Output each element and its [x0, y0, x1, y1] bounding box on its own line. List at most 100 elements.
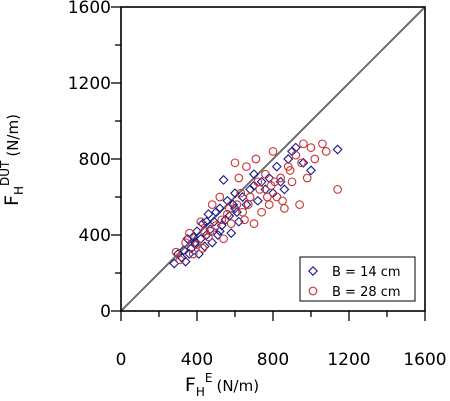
data-point-circle [181, 238, 190, 247]
legend-label: B = 14 cm [332, 265, 401, 280]
data-point-diamond [218, 174, 229, 185]
x-axis-label-sup: E [205, 371, 213, 385]
data-point-diamond [190, 239, 201, 250]
x-axis-label-sub: H [196, 385, 205, 399]
y-axis-label-unit: (N/m) [4, 114, 22, 157]
data-point-diamond [237, 192, 248, 202]
data-point-circle [242, 162, 251, 171]
data-point-diamond [184, 249, 195, 259]
data-point-circle [217, 215, 227, 225]
data-point-diamond [231, 207, 242, 218]
data-point-circle [306, 143, 316, 152]
data-point-circle [264, 200, 274, 209]
y-tick-label: 1600 [68, 0, 111, 18]
data-point-diamond [241, 199, 252, 210]
series-1 [169, 142, 343, 269]
data-point-circle [295, 200, 304, 209]
data-point-diamond [201, 216, 212, 227]
data-point-circle [280, 204, 289, 213]
data-point-diamond [203, 209, 214, 220]
data-point-diamond [193, 249, 204, 259]
data-point-diamond [271, 161, 282, 172]
data-point-circle [224, 204, 234, 213]
data-point-circle [333, 185, 342, 194]
data-point-circle [198, 243, 208, 253]
data-point-circle [205, 226, 215, 236]
data-point-diamond [211, 207, 221, 218]
data-point-circle [251, 154, 261, 164]
data-point-circle [302, 173, 312, 183]
x-axis-label: FHE (N/m) [185, 371, 259, 399]
data-point-circle [175, 255, 185, 265]
x-tick-label: 1600 [403, 350, 446, 370]
data-point-diamond [233, 216, 244, 227]
reference-line-y-equals-x [120, 6, 426, 312]
data-point-diamond [230, 188, 240, 199]
data-point-circle [261, 169, 270, 179]
data-point-diamond [207, 237, 218, 248]
data-point-circle [268, 147, 278, 156]
data-point-circle [243, 200, 253, 209]
data-point-diamond [192, 226, 202, 237]
y-axis-label-sub: H [12, 186, 26, 195]
x-tick-label: 400 [181, 350, 213, 370]
data-point-diamond [212, 230, 223, 240]
legend-marker-diamond [308, 266, 318, 276]
legend: B = 14 cm B = 28 cm [299, 256, 416, 302]
data-point-circle [262, 192, 272, 202]
data-point-diamond [188, 231, 199, 242]
data-point-diamond [180, 256, 191, 267]
x-axis-label-unit: (N/m) [216, 377, 259, 395]
data-point-circle [299, 139, 308, 149]
data-point-circle [204, 232, 213, 242]
data-point-circle [285, 166, 295, 175]
data-point-circle [291, 150, 301, 160]
data-point-circle [257, 207, 266, 217]
data-point-diamond [252, 195, 263, 206]
data-point-diamond [214, 226, 225, 237]
y-tick-label: 800 [79, 150, 111, 170]
data-point-circle [236, 188, 246, 198]
data-point-circle [232, 200, 242, 209]
data-point-diamond [306, 165, 316, 176]
data-point-circle [185, 228, 194, 238]
data-point-diamond [199, 241, 210, 252]
x-axis-label-main: F [185, 374, 196, 396]
data-point-circle [287, 177, 297, 187]
data-point-circle [223, 209, 232, 219]
legend-box [299, 256, 416, 302]
data-point-diamond [249, 180, 259, 191]
data-point-circle [207, 200, 217, 209]
data-point-diamond [332, 144, 343, 155]
data-point-circle [171, 247, 181, 257]
data-point-circle [255, 185, 265, 194]
y-tick-label: 0 [100, 302, 111, 322]
x-tick-label: 800 [257, 350, 289, 370]
data-point-circle [234, 173, 244, 183]
data-point-diamond [209, 216, 220, 227]
y-tick-label: 400 [79, 226, 111, 246]
data-point-circle [321, 147, 331, 156]
data-point-diamond [283, 154, 294, 164]
data-points [169, 139, 343, 269]
data-point-circle [318, 139, 327, 149]
legend-marker-circle [308, 286, 318, 296]
ticks-group: 0 400 800 1200 1600 0 400 800 1200 1600 [68, 0, 447, 370]
series-2 [171, 139, 342, 265]
x-tick-label: 1200 [327, 350, 370, 370]
data-point-diamond [182, 233, 193, 244]
y-tick-label: 1200 [68, 74, 111, 94]
data-point-circle [230, 158, 240, 168]
data-point-circle [196, 217, 206, 227]
x-tick-label: 0 [116, 350, 127, 370]
y-axis-label: FHDUT (N/m) [0, 114, 26, 206]
data-point-circle [270, 177, 280, 187]
data-point-circle [188, 249, 198, 259]
reference-line-group [120, 6, 426, 312]
data-point-diamond [214, 203, 225, 214]
data-point-circle [297, 158, 306, 168]
data-point-diamond [279, 184, 290, 195]
y-axis-label-main: F [1, 195, 23, 206]
data-point-diamond [249, 169, 259, 180]
